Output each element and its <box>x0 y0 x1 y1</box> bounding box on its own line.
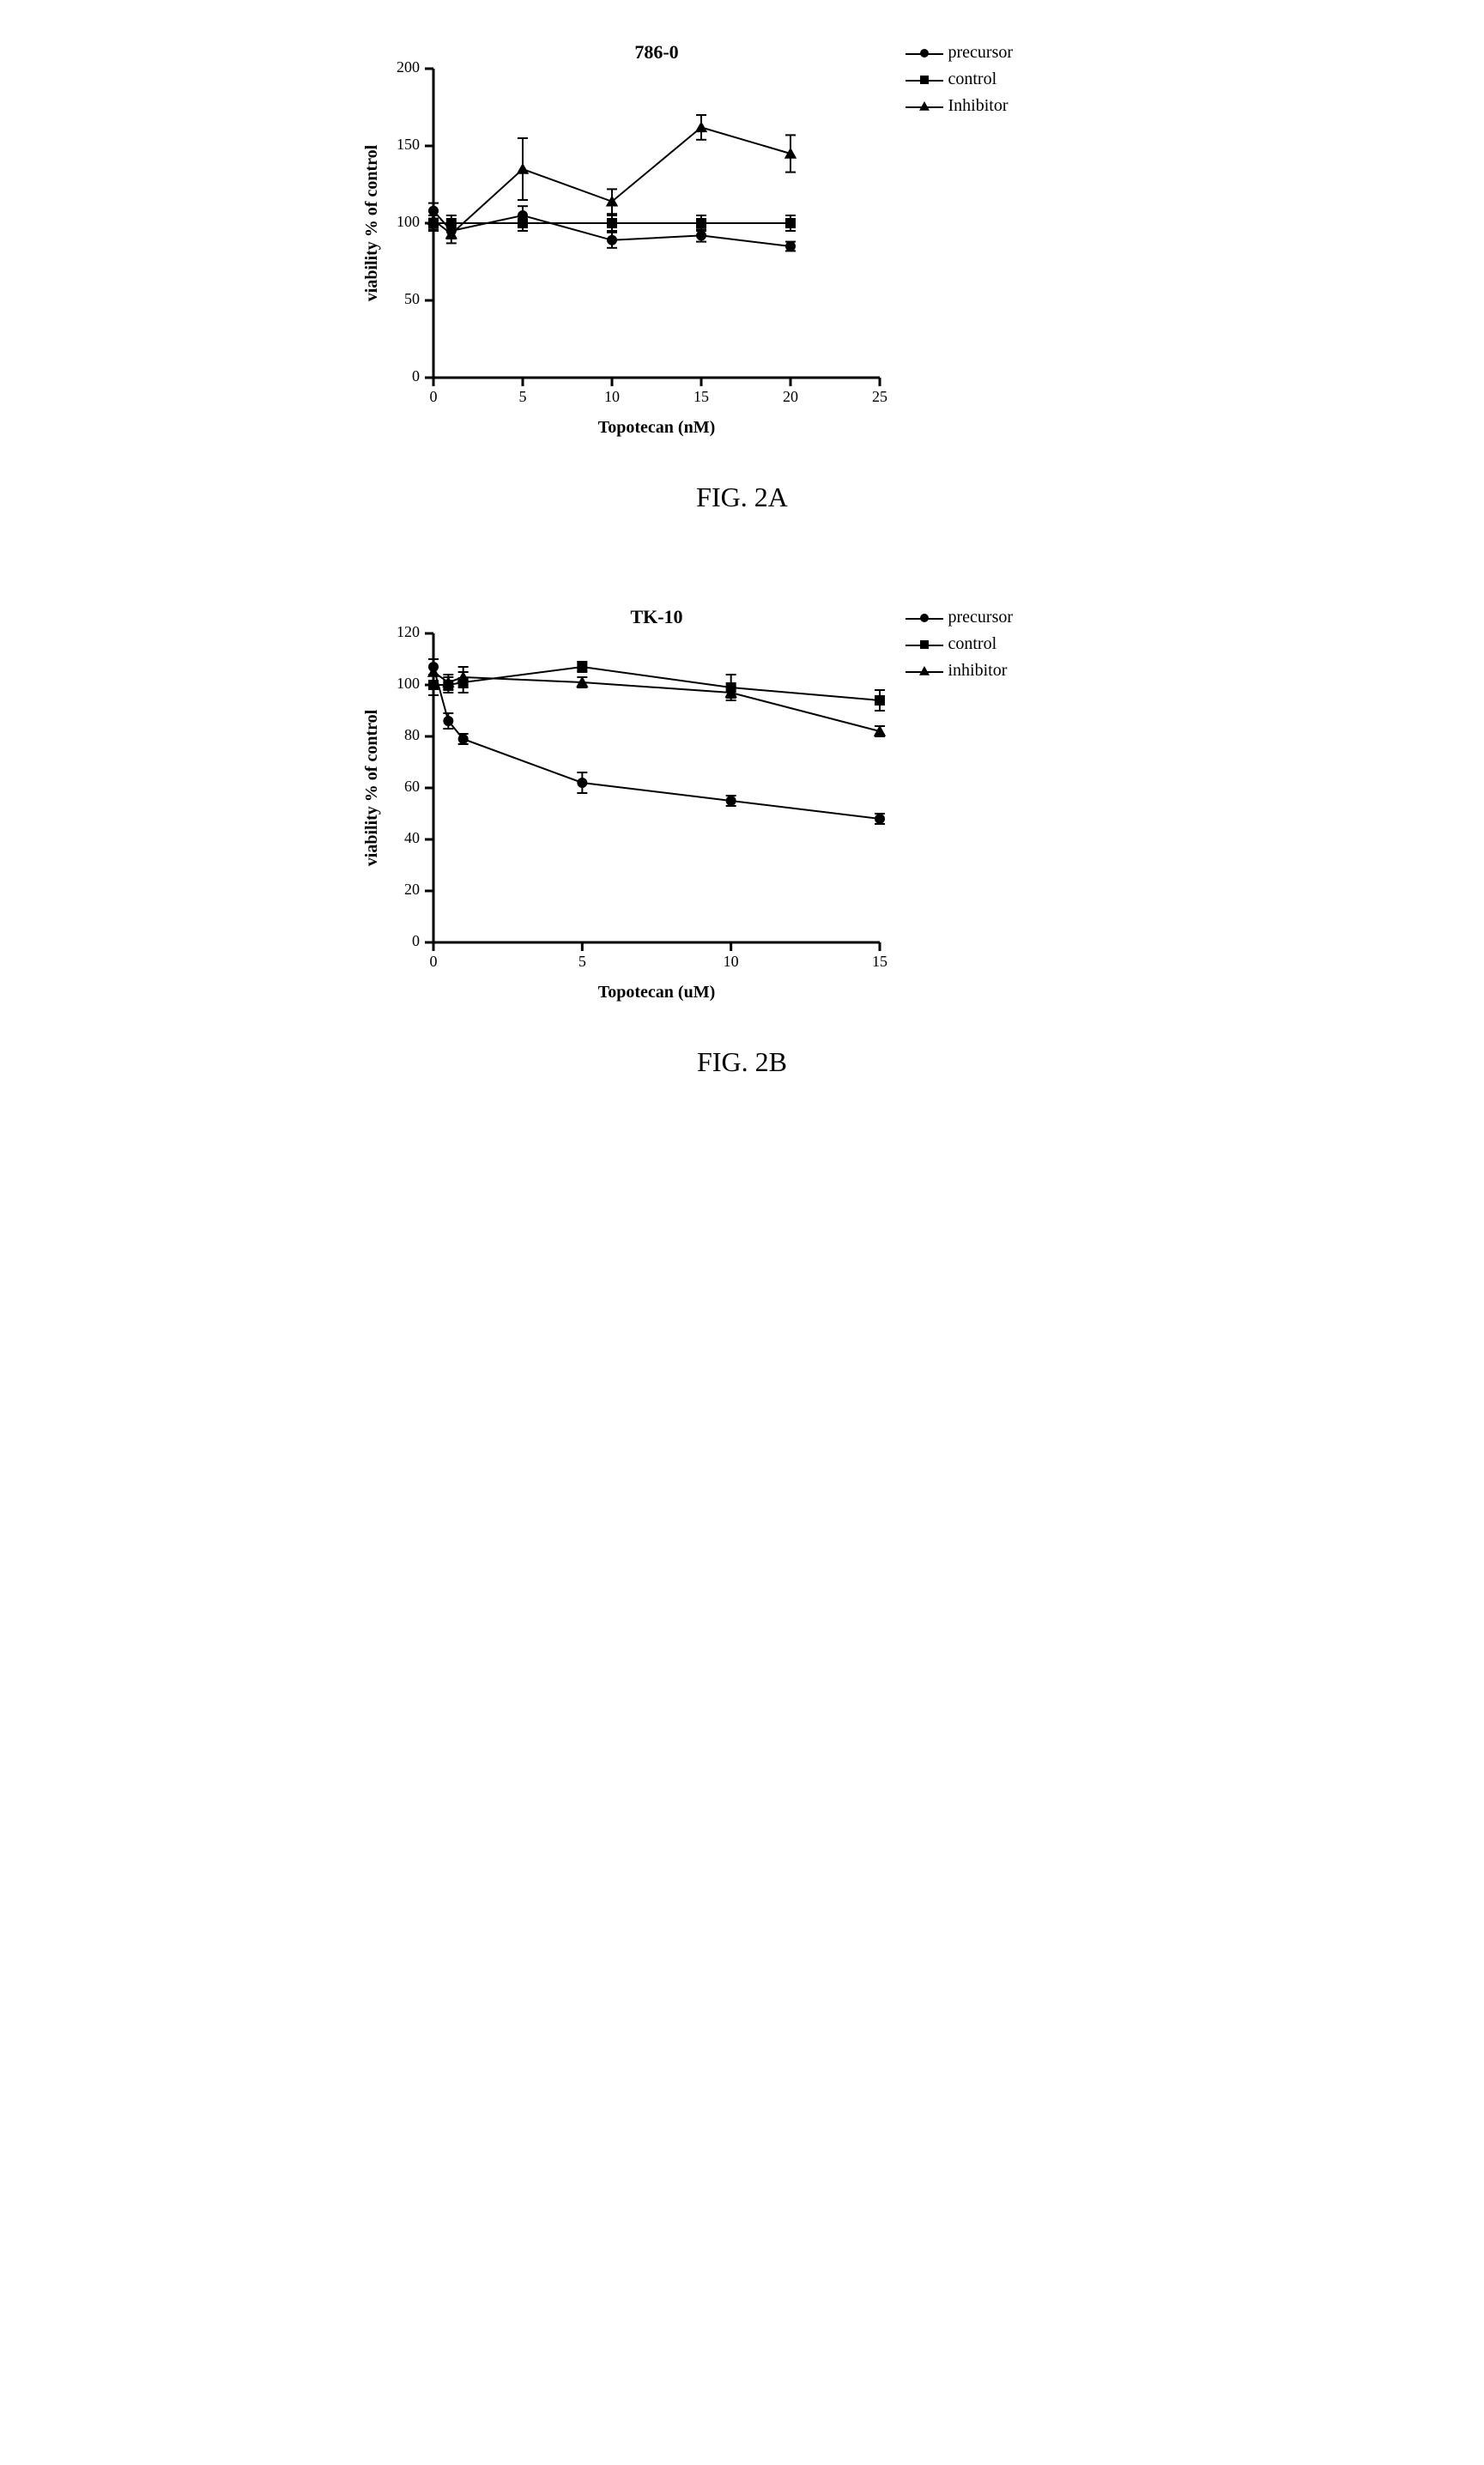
y-axis-label: viability % of control <box>362 709 381 866</box>
chart-svg: 0 20 40 60 80 100 120 0 5 10 15 Topotecan (uM) viabi… <box>356 599 897 1011</box>
figure-2a: 0 50 100 150 200 0 5 10 15 20 25 Topotecan (nM) viab… <box>356 34 1129 513</box>
x-tick-label: 0 <box>429 953 437 970</box>
x-tick-label: 10 <box>723 953 738 970</box>
x-tick-label: 0 <box>429 388 437 405</box>
legend-item: precursor <box>906 43 1014 63</box>
legend-swatch-square <box>906 74 943 86</box>
figure-2b: 0 20 40 60 80 100 120 0 5 10 15 Topotecan (uM) viabi… <box>356 599 1129 1078</box>
figure-caption: FIG. 2A <box>356 481 1129 513</box>
legend-label: precursor <box>948 608 1014 627</box>
series-line <box>433 672 880 731</box>
legend-item: precursor <box>906 608 1014 627</box>
legend-label: control <box>948 70 997 89</box>
y-tick-label: 20 <box>404 881 420 898</box>
y-tick-label: 60 <box>404 778 420 795</box>
legend-swatch-triangle <box>906 100 943 112</box>
y-tick-label: 0 <box>412 932 420 949</box>
legend: precursor control inhibitor <box>906 608 1014 687</box>
figure-caption: FIG. 2B <box>356 1046 1129 1078</box>
legend-label: precursor <box>948 43 1014 63</box>
y-axis-label: viability % of control <box>362 144 381 301</box>
x-tick-label: 20 <box>783 388 798 405</box>
series-line <box>433 667 880 700</box>
legend-label: Inhibitor <box>948 96 1009 116</box>
y-tick-label: 80 <box>404 726 420 743</box>
legend-swatch-circle <box>906 47 943 59</box>
legend-swatch-square <box>906 639 943 651</box>
chart-title: 786-0 <box>634 41 678 63</box>
legend-item: inhibitor <box>906 661 1014 681</box>
y-tick-label: 40 <box>404 829 420 846</box>
legend-label: inhibitor <box>948 661 1008 681</box>
chart-title: TK-10 <box>630 606 682 627</box>
y-tick-label: 150 <box>397 136 420 153</box>
chart-tk-10: 0 20 40 60 80 100 120 0 5 10 15 Topotecan (uM) viabi… <box>356 599 897 1015</box>
x-tick-label: 5 <box>578 953 585 970</box>
y-tick-label: 120 <box>397 623 420 640</box>
x-tick-label: 5 <box>518 388 526 405</box>
series-line <box>433 667 880 819</box>
y-tick-label: 0 <box>412 367 420 385</box>
y-tick-label: 50 <box>404 290 420 307</box>
x-axis-label: Topotecan (uM) <box>597 983 714 1002</box>
legend: precursor control Inhibitor <box>906 43 1014 123</box>
x-tick-label: 25 <box>872 388 887 405</box>
x-tick-label: 15 <box>694 388 709 405</box>
legend-item: Inhibitor <box>906 96 1014 116</box>
chart-786-0: 0 50 100 150 200 0 5 10 15 20 25 Topotecan (nM) viab… <box>356 34 897 451</box>
x-axis-label: Topotecan (nM) <box>597 418 714 437</box>
y-tick-label: 200 <box>397 58 420 76</box>
legend-item: control <box>906 70 1014 89</box>
legend-label: control <box>948 634 997 654</box>
legend-swatch-triangle <box>906 665 943 677</box>
y-tick-label: 100 <box>397 213 420 230</box>
x-tick-label: 10 <box>604 388 620 405</box>
y-tick-label: 100 <box>397 675 420 692</box>
chart-svg: 0 50 100 150 200 0 5 10 15 20 25 Topotecan (nM) viab… <box>356 34 897 446</box>
legend-item: control <box>906 634 1014 654</box>
x-tick-label: 15 <box>872 953 887 970</box>
legend-swatch-circle <box>906 612 943 624</box>
